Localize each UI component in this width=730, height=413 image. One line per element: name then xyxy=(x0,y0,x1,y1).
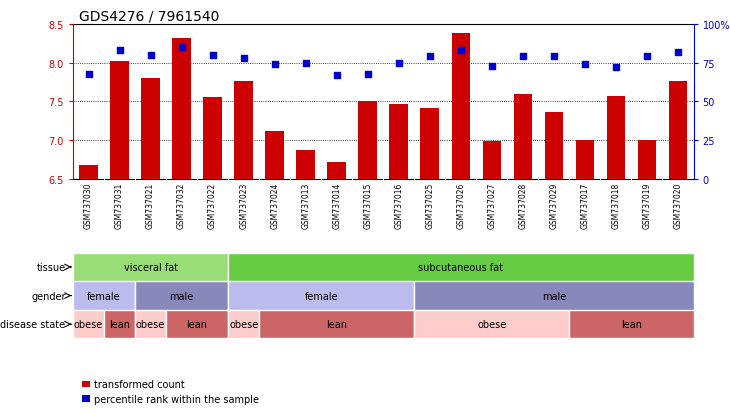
Bar xyxy=(228,310,259,339)
Text: obese: obese xyxy=(229,319,258,330)
Text: lean: lean xyxy=(187,319,207,330)
Bar xyxy=(203,97,222,180)
Bar xyxy=(545,113,564,180)
Bar xyxy=(135,282,228,310)
Text: GSM737021: GSM737021 xyxy=(146,182,155,228)
Text: GSM737027: GSM737027 xyxy=(488,182,496,228)
Bar xyxy=(228,282,415,310)
Point xyxy=(517,54,529,61)
Text: GSM737014: GSM737014 xyxy=(332,182,341,228)
Text: disease state: disease state xyxy=(1,319,66,330)
Bar xyxy=(172,39,191,180)
Bar xyxy=(296,151,315,180)
Point xyxy=(579,62,591,69)
Point xyxy=(331,73,342,79)
Point xyxy=(393,60,404,67)
Text: female: female xyxy=(87,291,121,301)
Point xyxy=(176,45,188,51)
Text: GSM737019: GSM737019 xyxy=(642,182,651,228)
Text: GSM737026: GSM737026 xyxy=(456,182,465,228)
Bar xyxy=(234,82,253,180)
Bar xyxy=(259,310,415,339)
Point xyxy=(486,63,498,70)
Point xyxy=(455,48,466,55)
Text: tissue: tissue xyxy=(36,262,66,272)
Bar xyxy=(575,141,594,180)
Text: GSM737015: GSM737015 xyxy=(364,182,372,228)
Bar xyxy=(569,310,693,339)
Text: GSM737020: GSM737020 xyxy=(674,182,683,228)
Point xyxy=(610,65,622,71)
Point xyxy=(672,50,684,56)
Bar xyxy=(451,34,470,180)
Text: GDS4276 / 7961540: GDS4276 / 7961540 xyxy=(79,9,220,24)
Text: GSM737024: GSM737024 xyxy=(270,182,279,228)
Text: obese: obese xyxy=(477,319,507,330)
Bar xyxy=(358,102,377,180)
Text: subcutaneous fat: subcutaneous fat xyxy=(418,262,503,272)
Point xyxy=(238,56,250,62)
Text: GSM737017: GSM737017 xyxy=(580,182,589,228)
Text: visceral fat: visceral fat xyxy=(123,262,177,272)
Bar xyxy=(328,163,346,180)
Bar xyxy=(420,109,439,180)
Bar xyxy=(73,253,228,282)
Bar xyxy=(104,310,135,339)
Bar xyxy=(73,282,135,310)
Bar xyxy=(514,95,532,180)
Bar xyxy=(415,310,569,339)
Point xyxy=(207,52,218,59)
Text: GSM737018: GSM737018 xyxy=(612,182,620,228)
Text: GSM737013: GSM737013 xyxy=(301,182,310,228)
Bar xyxy=(135,310,166,339)
Bar xyxy=(390,104,408,180)
Point xyxy=(300,60,312,67)
Bar xyxy=(142,79,160,180)
Point xyxy=(548,54,560,61)
Bar xyxy=(228,253,694,282)
Text: GSM737030: GSM737030 xyxy=(84,182,93,228)
Text: GSM737025: GSM737025 xyxy=(426,182,434,228)
Point xyxy=(82,71,94,78)
Legend: transformed count, percentile rank within the sample: transformed count, percentile rank withi… xyxy=(78,375,264,408)
Bar xyxy=(483,142,501,180)
Text: GSM737028: GSM737028 xyxy=(518,182,527,228)
Point xyxy=(269,62,280,69)
Text: GSM737016: GSM737016 xyxy=(394,182,403,228)
Text: GSM737022: GSM737022 xyxy=(208,182,217,228)
Point xyxy=(424,54,436,61)
Bar xyxy=(79,166,98,180)
Bar xyxy=(607,97,626,180)
Text: GSM737029: GSM737029 xyxy=(550,182,558,228)
Text: male: male xyxy=(542,291,566,301)
Text: lean: lean xyxy=(621,319,642,330)
Text: female: female xyxy=(304,291,338,301)
Text: obese: obese xyxy=(74,319,103,330)
Bar xyxy=(669,82,688,180)
Point xyxy=(114,48,126,55)
Text: GSM737031: GSM737031 xyxy=(115,182,124,228)
Text: GSM737032: GSM737032 xyxy=(177,182,186,228)
Text: male: male xyxy=(169,291,193,301)
Text: lean: lean xyxy=(109,319,130,330)
Bar xyxy=(415,282,694,310)
Point xyxy=(641,54,653,61)
Point xyxy=(145,52,156,59)
Text: lean: lean xyxy=(326,319,347,330)
Text: GSM737023: GSM737023 xyxy=(239,182,248,228)
Text: obese: obese xyxy=(136,319,165,330)
Bar xyxy=(638,141,656,180)
Bar xyxy=(266,132,284,180)
Bar xyxy=(166,310,228,339)
Bar xyxy=(73,310,104,339)
Text: gender: gender xyxy=(31,291,66,301)
Bar xyxy=(110,62,128,180)
Point xyxy=(362,71,374,78)
